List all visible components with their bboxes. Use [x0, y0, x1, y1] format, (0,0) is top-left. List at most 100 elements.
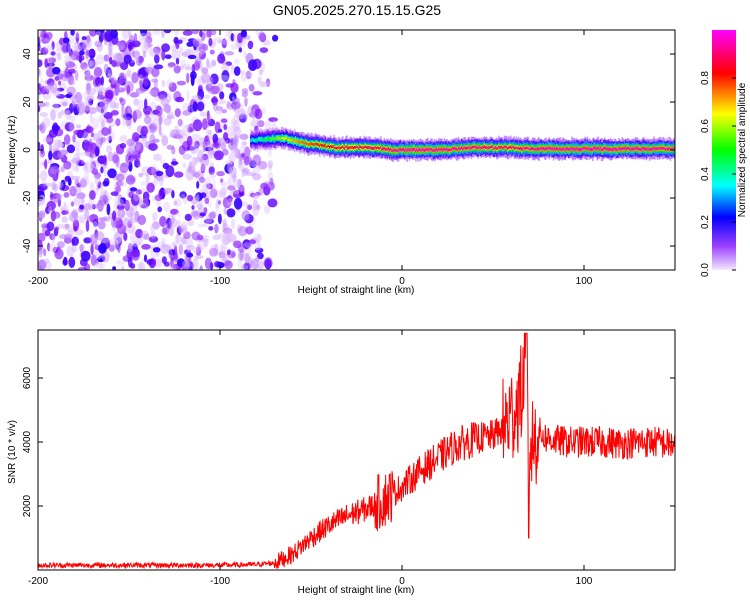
noise-cell	[176, 219, 182, 229]
noise-cell	[201, 67, 209, 74]
ridge-cell	[297, 139, 299, 143]
noise-cell	[194, 57, 202, 65]
ridge-cell	[340, 146, 343, 149]
snr-x-label: Height of straight line (km)	[298, 585, 415, 596]
noise-cell	[144, 115, 152, 125]
noise-cell	[49, 145, 60, 151]
noise-cell	[159, 159, 166, 165]
noise-cell	[168, 218, 178, 228]
ridge-cell	[504, 145, 507, 149]
noise-cell	[137, 262, 141, 269]
noise-cell	[174, 125, 179, 130]
noise-cell	[244, 213, 254, 224]
noise-cell	[137, 68, 147, 79]
ridge-cell	[559, 147, 561, 150]
ridge-cell	[408, 148, 411, 152]
noise-cell	[83, 162, 88, 170]
noise-cell	[111, 75, 116, 85]
noise-cell	[82, 39, 91, 51]
y-tick-label: -40	[22, 238, 33, 253]
noise-cell	[187, 258, 192, 266]
ridge-cell	[268, 137, 271, 140]
ridge-cell	[589, 147, 592, 151]
ridge-cell	[267, 137, 270, 141]
noise-cell	[53, 139, 63, 148]
y-tick-label: -20	[22, 190, 33, 205]
noise-cell	[191, 161, 196, 169]
noise-cell	[223, 124, 227, 131]
noise-cell	[250, 258, 259, 270]
noise-cell	[38, 68, 41, 76]
noise-cell	[256, 233, 261, 244]
noise-cell	[202, 30, 211, 38]
ridge-cell	[527, 147, 530, 150]
noise-cell	[233, 105, 237, 112]
noise-cell	[212, 133, 218, 144]
noise-cell	[158, 174, 164, 187]
noise-cell	[38, 250, 43, 258]
noise-cell	[241, 264, 249, 270]
noise-cell	[182, 260, 190, 269]
noise-cell	[127, 105, 132, 114]
noise-cell	[113, 231, 123, 243]
noise-cell	[97, 256, 105, 263]
noise-cell	[191, 49, 196, 55]
noise-cell	[203, 222, 211, 228]
noise-cell	[195, 246, 201, 256]
noise-cell	[218, 251, 226, 259]
ridge-cell	[569, 148, 571, 151]
noise-cell	[243, 50, 247, 60]
ridge-cell	[597, 146, 600, 150]
noise-cell	[226, 101, 232, 109]
noise-cell	[241, 88, 249, 94]
noise-cell	[199, 199, 204, 208]
noise-cell	[201, 123, 210, 128]
noise-cell	[196, 101, 205, 112]
colorbar-tick-label: 0.0	[700, 263, 711, 277]
ridge-cell	[425, 148, 427, 151]
noise-cell	[227, 233, 237, 243]
noise-cell	[214, 223, 219, 234]
noise-cell	[210, 211, 217, 219]
ridge-cell	[324, 143, 327, 147]
noise-cell	[83, 141, 93, 153]
noise-cell	[38, 213, 43, 219]
noise-cell	[242, 36, 246, 48]
ridge-cell	[349, 146, 352, 150]
noise-cell	[45, 261, 52, 270]
ridge-cell	[539, 147, 542, 150]
noise-cell	[268, 117, 278, 122]
noise-cell	[69, 160, 78, 172]
noise-cell	[80, 250, 91, 262]
noise-cell	[40, 86, 47, 95]
noise-cell	[99, 236, 110, 243]
noise-cell	[131, 241, 141, 247]
noise-cell	[153, 46, 161, 54]
ridge-cell	[433, 149, 436, 152]
noise-cell	[240, 30, 247, 38]
snr-frame	[37, 329, 676, 571]
ridge-cell	[624, 146, 627, 150]
noise-cell	[65, 93, 72, 99]
noise-cell	[261, 108, 267, 115]
noise-cell	[178, 243, 183, 256]
ridge-cell	[590, 148, 593, 151]
ridge-cell	[275, 137, 277, 140]
ridge-cell	[311, 142, 313, 146]
noise-cell	[119, 72, 125, 78]
ridge-cell	[288, 139, 291, 142]
ridge-cell	[670, 147, 673, 151]
ridge-cell	[546, 147, 548, 151]
ridge-cell	[494, 146, 497, 149]
ridge-cell	[450, 148, 452, 151]
ridge-cell	[428, 148, 430, 152]
noise-cell	[232, 175, 238, 188]
noise-cell	[144, 98, 148, 109]
ridge-cell	[491, 145, 494, 148]
noise-cell	[70, 95, 77, 105]
noise-cell	[44, 44, 54, 53]
noise-cell	[95, 137, 103, 149]
ridge-cell	[426, 148, 428, 151]
noise-cell	[205, 129, 212, 135]
ridge-cell	[522, 147, 524, 151]
